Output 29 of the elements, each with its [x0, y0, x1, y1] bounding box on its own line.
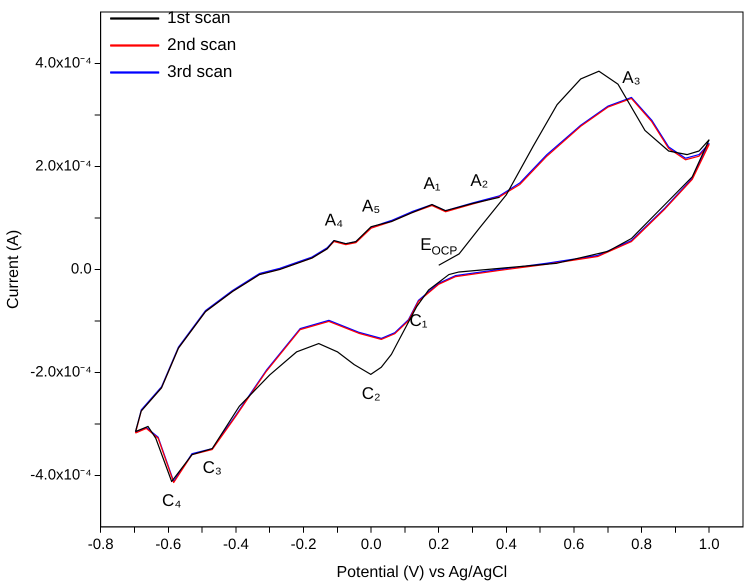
legend-label: 1st scan: [167, 8, 230, 28]
legend-label: 3rd scan: [167, 62, 232, 82]
annotation: C₁: [409, 311, 428, 330]
annotation: C₂: [362, 384, 381, 404]
annotation: C₄: [162, 491, 182, 510]
y-tick-label: 2.0x10⁻⁴: [35, 158, 92, 175]
y-axis-title: Current (A): [5, 230, 22, 309]
annotation: A₁: [423, 174, 441, 194]
x-tick-label: -0.2: [290, 536, 316, 553]
annotation: A₃: [622, 68, 641, 88]
x-tick-label: 0.2: [428, 536, 450, 553]
annotation: A₅: [362, 196, 380, 216]
x-tick-label: 0.4: [496, 536, 517, 553]
x-tick-label: -0.8: [88, 536, 114, 553]
x-tick-label: 0.0: [360, 536, 382, 553]
y-tick-label: -2.0x10⁻⁴: [30, 364, 92, 380]
x-tick-label: 0.6: [564, 536, 584, 553]
x-tick-label: 1.0: [698, 536, 720, 553]
y-tick-label: -4.0x10⁻⁴: [30, 466, 92, 484]
annotation: A₄: [324, 210, 344, 230]
x-tick-label: -0.4: [222, 536, 249, 553]
y-tick-label: 4.0x10⁻⁴: [35, 54, 92, 72]
x-tick-label: -0.6: [155, 536, 182, 553]
annotation: A₂: [470, 171, 488, 190]
y-tick-label: 0.0: [70, 260, 92, 278]
legend-label: 2nd scan: [167, 35, 236, 54]
x-tick-label: 0.8: [631, 536, 652, 553]
x-axis-title: Potential (V) vs Ag/AgCl: [336, 564, 508, 581]
annotation: C₃: [202, 458, 222, 478]
